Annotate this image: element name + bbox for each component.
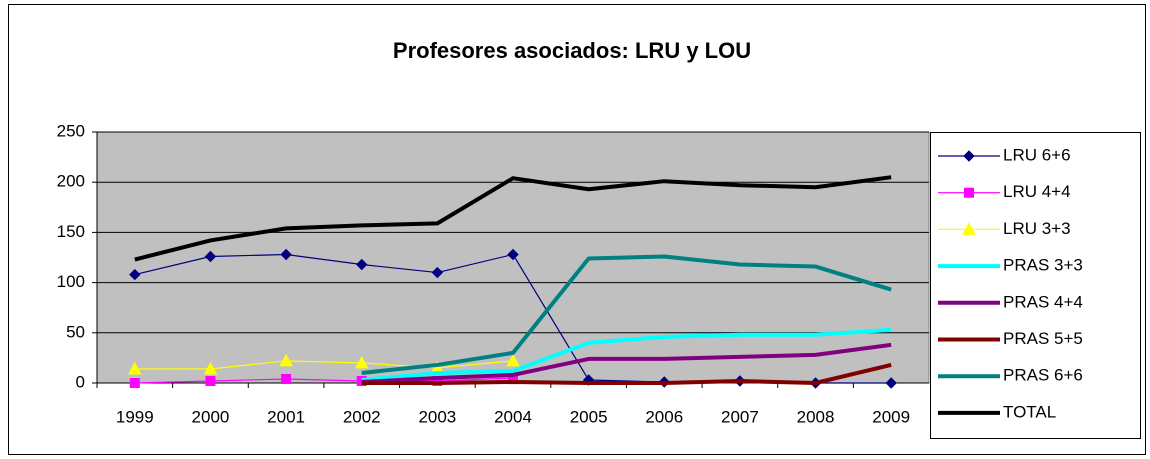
point-marker — [205, 375, 216, 386]
point-marker — [431, 266, 444, 279]
series-line — [361, 254, 892, 375]
chart-title: Profesores asociados: LRU y LOU — [393, 38, 751, 63]
x-tick-label: 2006 — [645, 407, 683, 426]
legend — [930, 132, 1141, 439]
series-line — [361, 342, 892, 384]
legend-marker — [963, 150, 975, 162]
y-tick-label: 200 — [57, 172, 85, 191]
point-marker — [127, 361, 142, 375]
point-marker — [129, 378, 140, 388]
y-tick-label: 0 — [76, 372, 85, 391]
point-marker — [885, 377, 897, 389]
point-marker — [281, 373, 292, 384]
legend-label: PRAS 4+4 — [1003, 292, 1083, 311]
series-line — [361, 362, 892, 385]
legend-label: LRU 4+4 — [1003, 182, 1071, 201]
y-tick-label: 250 — [57, 121, 85, 140]
point-marker — [204, 250, 217, 263]
x-tick-label: 2001 — [267, 407, 305, 426]
y-tick-label: 50 — [66, 322, 85, 341]
y-tick-label: 100 — [57, 272, 85, 291]
series-line — [361, 327, 892, 382]
x-tick-label: 2007 — [721, 407, 759, 426]
x-tick-label: 2008 — [797, 407, 835, 426]
legend-marker — [962, 222, 976, 235]
series-line — [134, 175, 892, 262]
x-tick-label: 2002 — [343, 407, 381, 426]
x-tick-label: 2009 — [872, 407, 910, 426]
point-marker — [279, 353, 293, 367]
point-marker — [129, 268, 141, 281]
y-tick-label: 150 — [57, 222, 85, 241]
x-tick-label: 2005 — [570, 407, 608, 426]
legend-label: PRAS 5+5 — [1003, 329, 1083, 348]
legend-label: LRU 6+6 — [1003, 145, 1071, 164]
point-marker — [354, 355, 369, 369]
legend-label: LRU 3+3 — [1003, 219, 1071, 238]
point-marker — [203, 361, 218, 375]
x-tick-label: 2003 — [418, 407, 456, 426]
legend-label: PRAS 3+3 — [1003, 256, 1083, 275]
x-tick-label: 2000 — [192, 407, 230, 426]
series-line — [134, 360, 514, 370]
point-marker — [507, 248, 519, 261]
x-tick-label: 2004 — [494, 407, 532, 426]
x-tick-label: 1999 — [116, 407, 154, 426]
legend-marker — [964, 187, 974, 198]
legend-label: PRAS 6+6 — [1003, 366, 1083, 385]
point-marker — [280, 248, 292, 261]
point-marker — [356, 258, 368, 271]
series-line — [134, 377, 514, 384]
legend-label: TOTAL — [1003, 402, 1056, 421]
point-marker — [506, 353, 520, 367]
